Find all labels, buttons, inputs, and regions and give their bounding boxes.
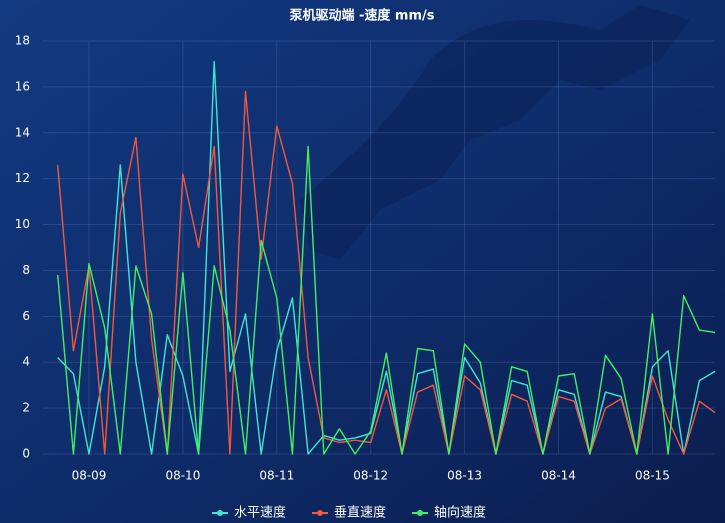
y-tick-label: 10 <box>15 217 30 231</box>
y-tick-label: 0 <box>22 447 30 461</box>
y-tick-label: 18 <box>15 34 30 48</box>
chart-title: 泵机驱动端 -速度 mm/s <box>289 8 434 24</box>
legend-marker <box>417 510 423 516</box>
x-tick-label: 08-11 <box>259 469 294 483</box>
y-tick-label: 12 <box>15 171 30 185</box>
y-tick-label: 2 <box>22 401 30 415</box>
legend-marker <box>217 510 223 516</box>
y-tick-label: 14 <box>15 125 30 139</box>
series-line <box>57 145 716 455</box>
y-tick-label: 16 <box>15 79 30 93</box>
y-tick-label: 6 <box>22 309 30 323</box>
y-tick-label: 8 <box>22 263 30 277</box>
x-tick-label: 08-12 <box>353 469 388 483</box>
y-tick-label: 4 <box>22 355 30 369</box>
map-silhouette <box>300 5 690 260</box>
legend-label[interactable]: 轴向速度 <box>434 505 486 521</box>
legend-label[interactable]: 水平速度 <box>234 505 286 521</box>
x-tick-label: 08-13 <box>447 469 482 483</box>
x-tick-label: 08-09 <box>72 469 107 483</box>
legend-marker <box>317 510 323 516</box>
series-line <box>57 60 716 455</box>
x-tick-label: 08-14 <box>541 469 576 483</box>
legend-label[interactable]: 垂直速度 <box>334 505 386 521</box>
x-tick-label: 08-10 <box>165 469 200 483</box>
x-tick-label: 08-15 <box>635 469 670 483</box>
